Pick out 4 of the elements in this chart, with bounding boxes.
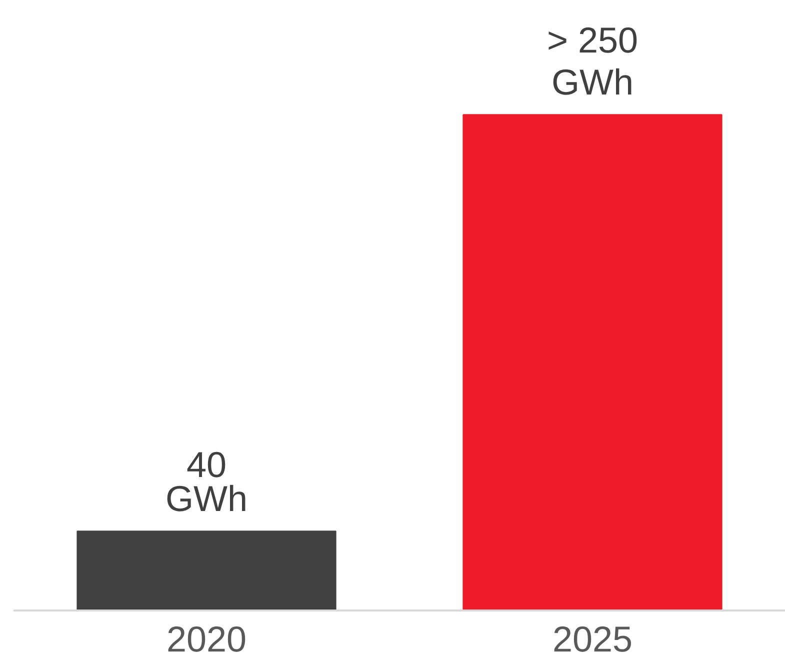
data-label: > 250 GWh [546,20,638,103]
x-tick-label: 2020 [166,618,247,654]
x-tick-label: 2025 [552,618,633,654]
data-label: 40 GWh [166,444,248,520]
